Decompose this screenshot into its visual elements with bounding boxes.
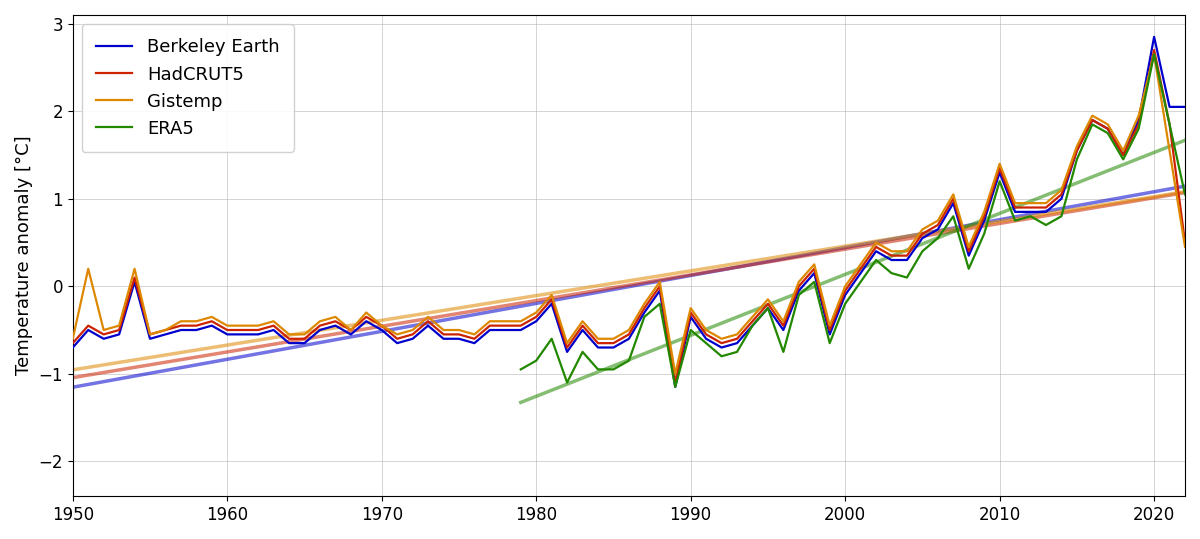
- ERA5: [1132, 126, 1146, 132]
- ERA5: [869, 257, 883, 263]
- ERA5: [792, 292, 806, 298]
- Berkeley Earth: [1147, 33, 1162, 40]
- ERA5: [1147, 51, 1162, 58]
- Berkeley Earth: [622, 336, 636, 342]
- HadCRUT5: [437, 331, 451, 337]
- ERA5: [761, 305, 775, 312]
- ERA5: [730, 349, 744, 355]
- Line: Berkeley Earth: Berkeley Earth: [73, 37, 1186, 387]
- ERA5: [808, 279, 822, 285]
- Berkeley Earth: [313, 327, 328, 333]
- ERA5: [622, 357, 636, 364]
- HadCRUT5: [1085, 117, 1099, 123]
- Gistemp: [437, 327, 451, 333]
- ERA5: [1055, 213, 1069, 219]
- ERA5: [1085, 121, 1099, 128]
- Gistemp: [622, 327, 636, 333]
- ERA5: [606, 366, 620, 372]
- ERA5: [977, 231, 991, 237]
- ERA5: [545, 336, 559, 342]
- ERA5: [1069, 156, 1084, 163]
- ERA5: [1163, 121, 1177, 128]
- Berkeley Earth: [1039, 209, 1054, 215]
- Berkeley Earth: [1178, 103, 1193, 110]
- ERA5: [745, 322, 760, 329]
- HadCRUT5: [313, 322, 328, 329]
- Y-axis label: Temperature anomaly [°C]: Temperature anomaly [°C]: [16, 136, 34, 376]
- ERA5: [916, 248, 930, 254]
- ERA5: [1024, 213, 1038, 219]
- HadCRUT5: [66, 340, 80, 347]
- ERA5: [1100, 130, 1115, 136]
- Legend: Berkeley Earth, HadCRUT5, Gistemp, ERA5: Berkeley Earth, HadCRUT5, Gistemp, ERA5: [82, 24, 294, 152]
- ERA5: [575, 349, 589, 355]
- ERA5: [684, 327, 698, 333]
- HadCRUT5: [668, 379, 683, 386]
- ERA5: [961, 266, 976, 272]
- HadCRUT5: [1147, 47, 1162, 53]
- HadCRUT5: [1039, 204, 1054, 211]
- ERA5: [822, 340, 836, 347]
- ERA5: [931, 235, 946, 241]
- ERA5: [1008, 217, 1022, 224]
- ERA5: [1039, 222, 1054, 228]
- ERA5: [853, 279, 868, 285]
- Gistemp: [1178, 244, 1193, 250]
- ERA5: [668, 384, 683, 390]
- Gistemp: [66, 336, 80, 342]
- ERA5: [714, 353, 728, 360]
- Gistemp: [1039, 200, 1054, 206]
- ERA5: [590, 366, 605, 372]
- ERA5: [514, 366, 528, 372]
- HadCRUT5: [1008, 204, 1022, 211]
- Berkeley Earth: [1085, 117, 1099, 123]
- Berkeley Earth: [437, 336, 451, 342]
- Berkeley Earth: [66, 344, 80, 351]
- ERA5: [992, 178, 1007, 184]
- HadCRUT5: [1178, 239, 1193, 246]
- ERA5: [1178, 191, 1193, 198]
- ERA5: [653, 301, 667, 307]
- ERA5: [1116, 156, 1130, 163]
- ERA5: [884, 270, 899, 277]
- Line: HadCRUT5: HadCRUT5: [73, 50, 1186, 383]
- Gistemp: [1085, 113, 1099, 119]
- Line: Gistemp: Gistemp: [73, 54, 1186, 374]
- Berkeley Earth: [668, 384, 683, 390]
- Gistemp: [1147, 51, 1162, 58]
- ERA5: [529, 357, 544, 364]
- ERA5: [946, 213, 960, 219]
- Gistemp: [668, 370, 683, 377]
- ERA5: [776, 349, 791, 355]
- ERA5: [560, 379, 575, 386]
- Gistemp: [313, 318, 328, 324]
- Line: ERA5: ERA5: [521, 54, 1186, 387]
- Gistemp: [1008, 200, 1022, 206]
- ERA5: [838, 301, 852, 307]
- HadCRUT5: [622, 331, 636, 337]
- ERA5: [698, 340, 713, 347]
- Berkeley Earth: [1008, 209, 1022, 215]
- ERA5: [900, 274, 914, 281]
- ERA5: [637, 314, 652, 320]
